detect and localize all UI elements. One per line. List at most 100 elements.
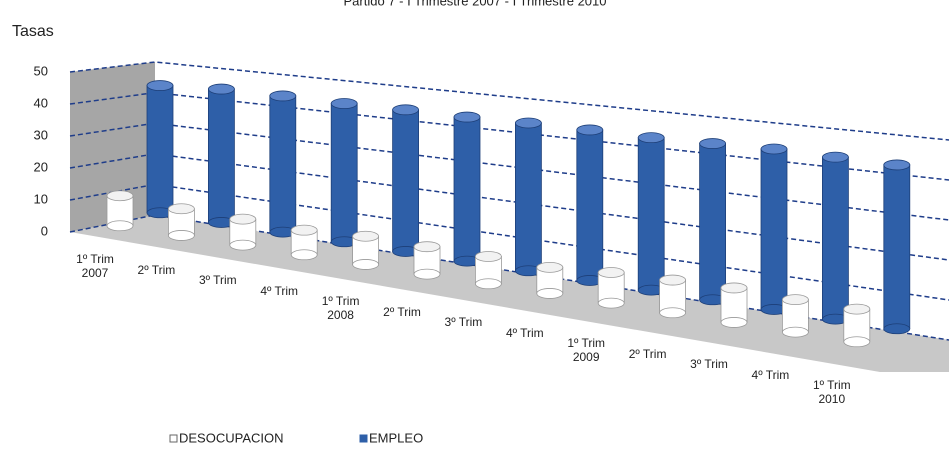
bar-top <box>883 159 911 171</box>
x-tick-label: 1º Trim 2009 <box>567 336 606 364</box>
bar <box>515 117 542 277</box>
grid-line <box>69 122 949 221</box>
bar-bottom <box>167 230 195 241</box>
bar-top <box>760 143 788 155</box>
grid-line <box>69 214 949 341</box>
legend-label: EMPLEO <box>369 430 423 445</box>
bar-top <box>330 98 358 109</box>
x-tick-label: 2º Trim <box>383 304 421 319</box>
y-tick-label: 30 <box>34 127 48 142</box>
bar-bottom <box>352 259 380 270</box>
bar <box>659 274 686 319</box>
chart-title: Partido 7 - I Trimestre 2007 - I Trimest… <box>344 0 607 8</box>
legend-swatch <box>169 434 178 443</box>
x-tick-label: 4º Trim <box>751 367 790 382</box>
bar-bottom <box>413 268 441 280</box>
bar-bottom <box>720 317 748 328</box>
bar <box>699 138 726 306</box>
bar <box>637 132 665 296</box>
bar-body <box>146 85 174 214</box>
bar <box>290 224 318 261</box>
bar-body <box>576 129 604 281</box>
bar-body <box>453 116 481 262</box>
bar-body <box>659 279 686 314</box>
bar-top <box>207 83 235 95</box>
bar-bottom <box>843 336 871 348</box>
legend-swatch <box>359 434 368 443</box>
bar-top <box>229 213 257 225</box>
y-axis-label: Tasas <box>12 23 54 40</box>
bar-body <box>269 95 297 233</box>
x-tick-label: 1º Trim 2008 <box>321 294 360 322</box>
x-tick-label: 3º Trim <box>198 273 237 287</box>
bar-top <box>576 124 604 136</box>
bar <box>760 143 788 315</box>
bar <box>720 282 748 328</box>
bar <box>597 267 625 309</box>
floor <box>70 215 949 372</box>
bar-top <box>843 303 871 315</box>
x-tick-label: 4º Trim <box>260 283 299 298</box>
bar-body <box>720 287 748 323</box>
x-tick-label: 1º Trim 2010 <box>812 378 851 406</box>
bar-top <box>290 224 318 236</box>
bar-bottom <box>290 249 318 261</box>
legend-label: DESOCUPACION <box>179 430 284 445</box>
side-wall <box>70 62 155 232</box>
grid-line <box>69 91 949 181</box>
bar-top <box>146 80 174 91</box>
grid-line <box>69 183 949 301</box>
bar <box>352 230 380 270</box>
bar-top <box>699 138 726 149</box>
bar <box>392 104 420 257</box>
bar-top <box>269 90 297 102</box>
bar-bottom <box>229 239 257 251</box>
bar-top <box>474 251 502 262</box>
x-tick-label: 2º Trim <box>628 346 667 361</box>
x-tick-label: 1º Trim 2007 <box>76 252 114 280</box>
bar-top <box>167 203 195 215</box>
bar-bottom <box>782 326 809 338</box>
bar-body <box>207 88 235 223</box>
bar-body <box>760 148 788 310</box>
bar-top <box>352 230 380 242</box>
bar-body <box>515 122 542 272</box>
bar <box>883 159 911 335</box>
y-tick-label: 20 <box>34 159 48 174</box>
bar-bottom <box>883 323 911 335</box>
bar <box>576 124 604 286</box>
bar-top <box>413 241 441 253</box>
x-tick-label: 3º Trim <box>690 357 728 371</box>
bar <box>207 83 235 228</box>
bar <box>474 251 502 290</box>
bar-top <box>515 117 542 129</box>
bar-bottom <box>474 278 502 290</box>
bar-top <box>637 132 665 144</box>
x-tick-label: 2º Trim <box>137 262 176 277</box>
bar-top <box>782 294 809 306</box>
y-tick-label: 0 <box>41 223 48 238</box>
y-tick-label: 10 <box>34 191 48 206</box>
bar-bottom <box>597 297 625 309</box>
bar <box>782 294 809 338</box>
bar-bottom <box>659 307 686 319</box>
bar-bottom <box>536 288 564 299</box>
bar <box>146 80 174 219</box>
bar-top <box>597 267 625 278</box>
bar-top <box>392 104 420 116</box>
bar <box>843 303 871 348</box>
grid-line <box>69 61 949 141</box>
bar-top <box>720 282 748 294</box>
bar-body <box>637 137 665 291</box>
bar <box>167 203 195 241</box>
bar <box>822 151 849 325</box>
bar <box>413 241 441 280</box>
y-tick-label: 50 <box>34 63 48 78</box>
bar <box>330 98 358 248</box>
bar-body <box>392 109 420 252</box>
bar-body <box>699 143 726 301</box>
bar <box>229 213 257 251</box>
x-tick-label: 3º Trim <box>444 315 483 329</box>
